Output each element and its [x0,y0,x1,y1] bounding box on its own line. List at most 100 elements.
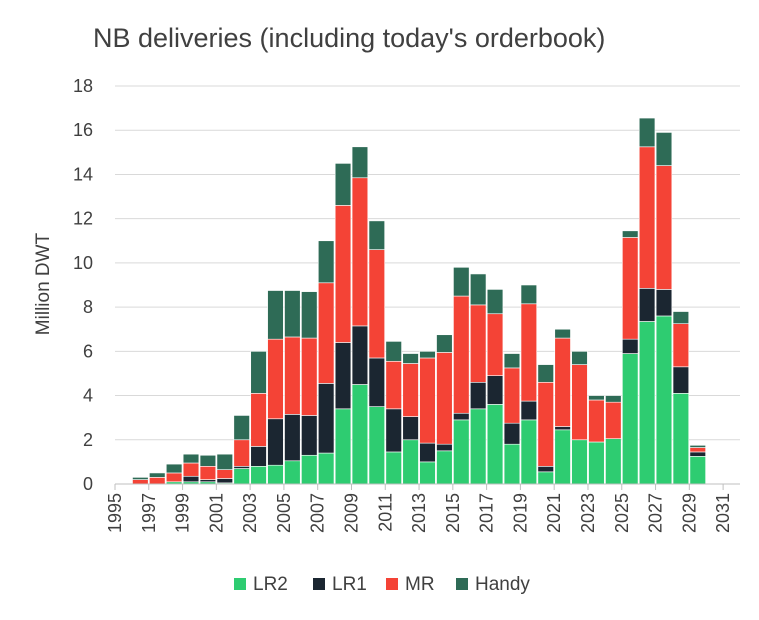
bar-segment-handy-2001 [216,453,233,470]
bar-segment-handy-2006 [301,291,318,339]
bar-segment-lr1-2015 [453,412,470,421]
bar-segment-lr2-2019 [520,419,538,485]
x-tick-label: 2013 [409,493,429,533]
bar-segment-lr2-2020 [537,471,554,485]
bar-segment-mr-2027 [655,165,673,290]
bar-segment-handy-2010 [368,220,385,250]
bar-segment-handy-2019 [520,284,538,305]
y-tick-label: 12 [73,209,93,229]
bar-segment-lr1-2008 [334,342,352,410]
bar-segment-handy-2016 [470,273,487,306]
bar-segment-handy-2007 [317,240,335,284]
bar-segment-mr-2020 [537,381,554,467]
x-tick-label: 2007 [308,493,328,533]
x-tick-label: 2009 [341,493,361,533]
bar-segment-handy-2013 [419,351,436,359]
bar-segment-lr2-2008 [334,408,352,485]
x-tick-label: 2015 [443,493,463,533]
bar-segment-lr2-2005 [284,460,301,485]
bar-segment-lr2-2023 [588,441,605,485]
bar-segment-handy-2026 [638,117,656,148]
bar-segment-mr-2019 [520,303,538,402]
bar-segment-lr1-2002 [233,466,250,469]
bar-segment-lr1-2016 [470,381,487,410]
x-tick-label: 2029 [679,493,699,533]
bar-segment-lr1-2005 [284,414,301,462]
bar-segment-handy-1998 [165,463,183,474]
legend-swatch-mr [386,578,398,590]
bar-segment-lr1-2021 [554,426,571,431]
bar-segment-handy-2000 [199,454,217,467]
bar-segment-mr-2005 [284,336,301,415]
bar-segment-handy-2003 [250,351,267,394]
bar-segment-mr-2010 [368,249,385,359]
bar-segment-lr2-2021 [554,429,571,485]
bar-segment-handy-2012 [402,353,419,364]
x-tick-label: 2023 [578,493,598,533]
bar-segment-handy-1996 [132,477,149,480]
bar-segment-lr2-2009 [351,384,369,485]
bar-segment-mr-2002 [233,439,250,467]
legend-label-handy: Handy [475,574,530,595]
y-tick-label: 18 [73,76,93,96]
bar-segment-handy-2018 [503,353,521,369]
bar-segment-lr2-2003 [250,466,267,485]
bar-segment-lr2-2022 [571,439,588,485]
bar-segment-lr2-2024 [605,438,622,485]
legend-label-mr: MR [405,574,435,595]
bar-segment-mr-1998 [165,472,183,483]
bar-segment-mr-2007 [317,282,335,384]
bar-segment-lr2-2014 [436,450,453,485]
y-tick-label: 4 [83,386,93,406]
bar-segment-handy-2025 [622,230,639,238]
legend-swatch-lr1 [313,578,325,590]
bar-segment-lr1-2019 [520,400,538,421]
x-tick-label: 2027 [646,493,666,533]
bar-segment-mr-2028 [672,323,690,368]
bar-segment-lr2-2028 [672,393,690,485]
bar-segment-mr-1997 [149,477,166,485]
bar-segment-mr-2016 [470,304,487,383]
bar-segment-lr1-2004 [267,418,284,466]
bar-segment-mr-1999 [182,462,200,477]
bar-segment-handy-2011 [385,341,402,362]
bar-segment-lr1-2003 [250,446,267,467]
legend-label-lr1: LR1 [332,574,367,595]
x-tick-label: 2003 [240,493,260,533]
x-tick-label: 2019 [510,493,530,533]
bar-segment-handy-2024 [605,395,622,403]
bar-segment-mr-2014 [436,352,453,445]
bar-segment-lr1-2028 [672,366,690,394]
bar-segment-mr-2017 [486,313,504,376]
bar-segment-handy-2022 [571,351,588,365]
bar-segment-lr2-2025 [622,353,639,485]
bar-segment-mr-2024 [605,401,622,439]
bar-segment-lr1-1999 [182,475,200,483]
bar-segment-handy-2029 [689,445,706,448]
bar-segment-handy-1997 [149,472,166,478]
gridlines [115,85,740,485]
bar-segment-handy-2015 [453,267,470,297]
legend-swatch-lr2 [234,578,246,590]
bar-segment-lr2-2002 [233,468,250,485]
bar-segment-mr-2012 [402,363,419,417]
bar-segment-mr-2022 [571,364,588,441]
bar-segment-mr-2003 [250,393,267,447]
bar-segment-handy-2004 [267,290,284,340]
bar-segment-mr-2004 [267,338,284,420]
bar-segment-handy-2009 [351,146,369,179]
bar-segment-lr2-2010 [368,406,385,485]
x-tick-label: 2031 [713,493,733,533]
bar-segment-lr1-2018 [503,422,521,445]
x-tick-label: 2025 [612,493,632,533]
bar-segment-lr1-2009 [351,325,369,385]
legend-label-lr2: LR2 [253,574,288,595]
bar-segment-mr-2029 [689,447,706,453]
bar-segment-lr2-2015 [453,419,470,485]
bar-segment-lr2-2027 [655,315,673,485]
x-tick-label: 1995 [105,493,125,533]
x-tick-label: 2001 [206,493,226,533]
bar-segment-mr-1996 [132,479,149,485]
bar-segment-lr1-2007 [317,383,335,454]
